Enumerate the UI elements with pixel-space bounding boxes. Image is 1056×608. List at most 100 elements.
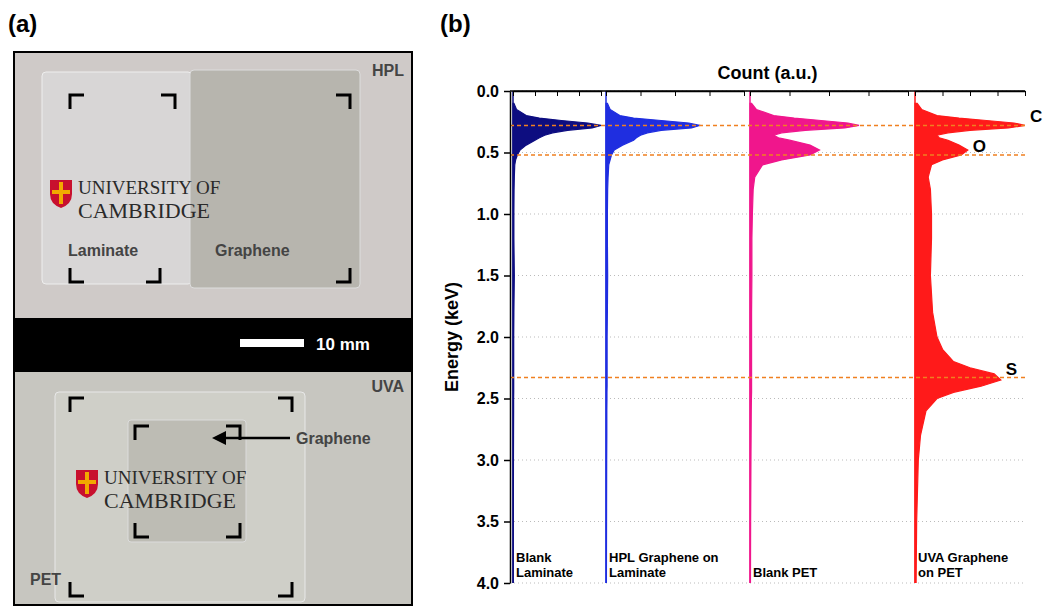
reference-line — [510, 377, 1025, 379]
grid-line — [510, 275, 1025, 276]
tick — [744, 91, 745, 96]
tick-mark — [504, 275, 510, 277]
tick — [579, 91, 580, 96]
tick: 0.0 — [477, 83, 510, 100]
tick: 1.5 — [477, 267, 510, 284]
tick-label: 0.0 — [477, 83, 499, 100]
photo-top — [14, 52, 412, 318]
tick-mark — [915, 91, 916, 96]
tick — [790, 91, 791, 96]
logo-text: UNIVERSITY OF — [78, 177, 220, 198]
x-axis-band — [607, 91, 745, 96]
arrow-shaft — [222, 437, 290, 440]
series-label-line: Blank — [516, 550, 552, 565]
logo-text: CAMBRIDGE — [104, 488, 236, 513]
tick-label: 2.5 — [477, 390, 499, 407]
tick-mark — [1025, 91, 1026, 96]
series-label: Blank PET — [753, 565, 817, 580]
tick — [601, 91, 602, 96]
corner-mark — [226, 523, 240, 537]
annotations: COS — [510, 107, 1042, 378]
tick-mark — [513, 91, 514, 96]
crest — [76, 470, 98, 498]
grid-line — [510, 521, 1025, 522]
tick: 2.5 — [477, 390, 510, 407]
photo-label: Laminate — [68, 242, 138, 259]
logo-text: CAMBRIDGE — [78, 198, 210, 223]
tick — [675, 91, 676, 96]
corner-mark — [336, 268, 350, 282]
corner-mark — [336, 95, 350, 109]
reference-line — [510, 154, 1025, 156]
tick: 1.0 — [477, 206, 510, 223]
tick-label: 2.0 — [477, 329, 499, 346]
photo-label: Graphene — [215, 242, 290, 259]
tick-mark — [998, 91, 999, 96]
photo-bottom — [14, 372, 412, 605]
x-axis-band — [916, 91, 1026, 96]
tick-mark — [710, 91, 711, 96]
tick-mark — [557, 91, 558, 96]
axis-line — [510, 90, 1025, 92]
tick: 0.5 — [477, 144, 510, 161]
tick-mark — [829, 91, 830, 96]
tick: 3.5 — [477, 513, 510, 530]
tick-mark — [744, 91, 745, 96]
tick — [535, 91, 536, 96]
tick-label: 3.0 — [477, 452, 499, 469]
series-label-line: HPL Graphene on — [609, 550, 719, 565]
tick-mark — [790, 91, 791, 96]
annotation-label: S — [1006, 360, 1017, 379]
x-axis — [510, 91, 1026, 96]
x-axis-band — [514, 91, 602, 96]
series-label: UVA Grapheneon PET — [918, 550, 1008, 580]
tick — [915, 91, 916, 96]
spectrum-baseline — [512, 91, 514, 583]
spectrum-baseline — [749, 91, 751, 583]
tick-mark — [579, 91, 580, 96]
series-label-line: on PET — [918, 565, 963, 580]
grid-line — [510, 337, 1025, 338]
series-label-line: Laminate — [516, 565, 573, 580]
logo-text: UNIVERSITY OF — [104, 467, 246, 488]
y-axis-title: Energy (keV) — [442, 282, 462, 392]
tick-mark — [675, 91, 676, 96]
spectrum-baseline — [605, 91, 607, 583]
tick-mark — [504, 398, 510, 400]
tick-mark — [943, 91, 944, 96]
tick: 2.0 — [477, 329, 510, 346]
photo-label: HPL — [372, 62, 404, 79]
scale-bar — [240, 339, 304, 347]
spectrum — [513, 103, 601, 583]
series-label-line: UVA Graphene — [918, 550, 1008, 565]
tick — [908, 91, 909, 96]
grid-line — [510, 214, 1025, 215]
corner-mark — [161, 95, 175, 109]
panel-label: (a) — [8, 10, 37, 37]
tick-mark — [504, 91, 510, 93]
arrow-head — [212, 431, 226, 445]
photo-band — [14, 318, 412, 372]
annotation-label: O — [973, 137, 986, 156]
tick — [869, 91, 870, 96]
tick-mark — [504, 460, 510, 462]
pet-sheet — [55, 392, 305, 602]
tick — [1025, 91, 1026, 96]
scale-label: 10 mm — [316, 335, 370, 354]
tick — [557, 91, 558, 96]
tick-label: 0.5 — [477, 144, 499, 161]
tick: 4.0 — [477, 575, 510, 592]
corner-mark — [70, 268, 84, 282]
series-labels: BlankLaminateHPL Graphene onLaminateBlan… — [516, 550, 1008, 580]
spectrum — [750, 103, 859, 583]
tick-label: 3.5 — [477, 513, 499, 530]
tick — [750, 91, 751, 96]
tick-mark — [504, 583, 510, 585]
tick-mark — [970, 91, 971, 96]
tick: 3.0 — [477, 452, 510, 469]
tick-mark — [869, 91, 870, 96]
series-label-line: Laminate — [609, 565, 666, 580]
grid-line — [510, 91, 1025, 92]
tick — [998, 91, 999, 96]
spectrum — [606, 103, 700, 583]
